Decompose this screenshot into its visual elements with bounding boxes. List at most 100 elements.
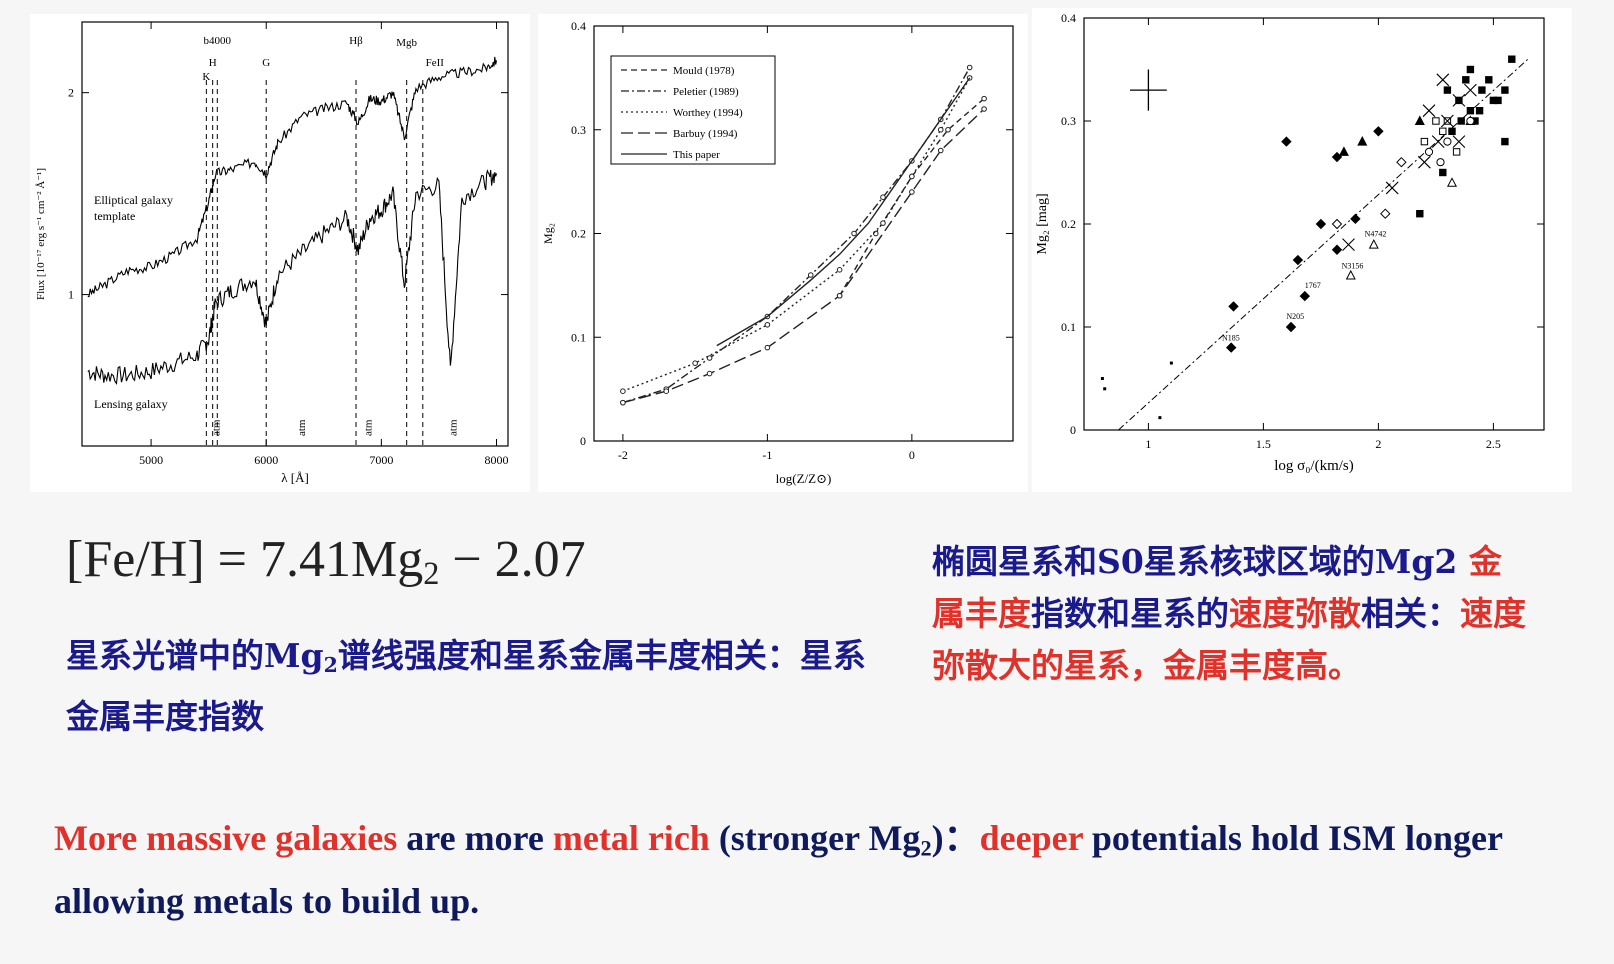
- bottom-r3: deeper: [979, 818, 1083, 858]
- model-marker: [620, 399, 626, 406]
- data-point-triangle: [1345, 269, 1356, 280]
- data-point-cross: [1385, 181, 1399, 195]
- data-point-square: [1508, 55, 1516, 63]
- model-marker: [692, 360, 698, 366]
- data-point-cross: [1342, 238, 1355, 251]
- x-tick-label: 7000: [369, 453, 393, 467]
- series-label-lensing: Lensing galaxy: [94, 397, 168, 411]
- spectrum-chart: 5000 6000 7000 8000 1 2 λ [Å] Flux [10⁻¹⁷ erg s…: [35, 21, 509, 485]
- mg2-metallicity-chart: -2 -1 0 0 0.1 0.2 0.3 0.4 log(Z/Z⊙) Mg₂ Mould (197…: [541, 19, 1014, 486]
- data-point-dot: [1169, 361, 1173, 365]
- x-tick-label: 2.5: [1486, 437, 1501, 451]
- right-caption: 椭圆星系和S0星系核球区域的Mg2 金属丰度指数和星系的速度弥散相关：速度弥散大…: [932, 536, 1532, 692]
- model-marker: [620, 388, 626, 395]
- y-axis-label: Mg₂: [541, 223, 555, 244]
- formula-right: − 2.07: [439, 531, 586, 588]
- data-point-cross: [1418, 155, 1431, 169]
- data-point-square: [1452, 148, 1461, 156]
- y-tick-label: 0.3: [1061, 114, 1076, 128]
- x-axis-label: log σ₀/(km/s): [1274, 458, 1354, 474]
- feature-label: b4000: [204, 35, 232, 47]
- series-label-line: template: [94, 209, 135, 223]
- x-tick-label: -1: [762, 448, 772, 462]
- bottom-b1: are more: [397, 818, 553, 858]
- data-point-square: [1443, 86, 1452, 94]
- model-marker: [945, 126, 951, 133]
- model-marker: [706, 355, 713, 361]
- y-tick-label: 0: [580, 434, 586, 448]
- data-point-triangle: [1338, 146, 1349, 156]
- model-line: [716, 77, 971, 347]
- galaxy-annotation: N185: [1222, 333, 1240, 342]
- formula-left: [Fe/H] = 7.41Mg: [66, 531, 424, 588]
- mg2-metallicity-panel: -2 -1 0 0 0.1 0.2 0.3 0.4 log(Z/Z⊙) Mg₂ Mould (197…: [538, 14, 1028, 492]
- data-point-circle: [1424, 147, 1434, 156]
- model-marker: [836, 292, 843, 299]
- data-point-square: [1420, 137, 1429, 146]
- model-marker: [909, 173, 915, 180]
- galaxy-annotation: N205: [1286, 312, 1304, 321]
- model-marker: [851, 230, 857, 237]
- data-point-circle: [1443, 137, 1452, 146]
- legend-box: [610, 55, 776, 165]
- data-point-square: [1448, 127, 1456, 135]
- data-point-triangle: [1414, 115, 1425, 125]
- y-tick-label: 0.4: [571, 19, 586, 33]
- y-tick-label: 0: [1070, 423, 1076, 437]
- model-marker: [706, 370, 713, 377]
- data-point-cross: [1441, 114, 1454, 128]
- data-point-cross: [1422, 104, 1436, 118]
- x-tick-label: 6000: [254, 453, 278, 467]
- model-marker: [764, 344, 771, 351]
- lensing-galaxy-spectrum: [87, 169, 498, 386]
- data-point-square: [1475, 107, 1484, 115]
- data-point-cross: [1431, 135, 1445, 148]
- bottom-b4: potentials hold ISM longer allowing meta…: [54, 818, 1503, 921]
- left-caption-part1: 星系光谱中的Mg: [66, 636, 324, 675]
- data-point-square: [1432, 117, 1440, 125]
- data-point-cross: [1452, 135, 1466, 148]
- model-marker: [880, 194, 886, 200]
- model-marker: [807, 272, 814, 278]
- series-label-line: Elliptical galaxy: [94, 193, 173, 207]
- atm-label: atm: [211, 419, 223, 436]
- atm-label: atm: [363, 419, 375, 436]
- x-tick-label: -2: [618, 448, 628, 462]
- plot-frame: [81, 21, 509, 447]
- data-point-triangle: [1368, 239, 1379, 249]
- data-point-square: [1439, 168, 1447, 177]
- y-axis-label: Flux [10⁻¹⁷ erg s⁻¹ cm⁻² Å⁻¹]: [35, 168, 47, 300]
- left-caption: 星系光谱中的Mg2谱线强度和星系金属丰度相关：星系金属丰度指数: [66, 630, 866, 743]
- data-point-square: [1457, 117, 1465, 125]
- x-tick-label: 8000: [484, 453, 508, 467]
- y-tick-label: 0.1: [1061, 320, 1076, 334]
- mg2-sigma-panel: 1 1.5 2 2.5 0 0.1 0.2 0.3 0.4 log σ₀/(km/s) Mg₂ [m…: [1032, 8, 1572, 492]
- model-line: [622, 67, 971, 404]
- galaxy-annotation: N3156: [1342, 261, 1364, 270]
- data-point-diamond: [1373, 126, 1384, 137]
- model-marker: [966, 64, 973, 71]
- model-line: [622, 77, 971, 392]
- x-axis-label: log(Z/Z⊙): [776, 471, 832, 486]
- left-caption-subscript: 2: [323, 653, 338, 678]
- data-point-square: [1494, 96, 1502, 105]
- feature-label: G: [262, 57, 270, 69]
- model-marker: [764, 322, 771, 328]
- y-tick-label: 0.3: [571, 123, 586, 137]
- legend-label: Worthey (1994): [673, 107, 743, 119]
- galaxy-annotation: 1767: [1305, 281, 1321, 290]
- data-point-square: [1439, 127, 1447, 135]
- data-point-diamond: [1228, 301, 1239, 312]
- x-tick-label: 5000: [139, 453, 163, 467]
- y-tick-label: 1: [68, 288, 74, 302]
- y-axis-label: Mg₂ [mag]: [1035, 193, 1050, 254]
- data-point-triangle: [1357, 136, 1368, 146]
- data-point-diamond: [1331, 218, 1343, 230]
- fit-line: [1118, 58, 1529, 431]
- galaxy-annotation: N4742: [1365, 229, 1387, 238]
- elliptical-template-spectrum: [87, 56, 498, 298]
- data-point-diamond: [1299, 290, 1311, 302]
- legend-label: Peletier (1989): [673, 86, 739, 98]
- x-tick-label: 0: [909, 448, 915, 462]
- bottom-r1: More massive galaxies: [54, 818, 398, 858]
